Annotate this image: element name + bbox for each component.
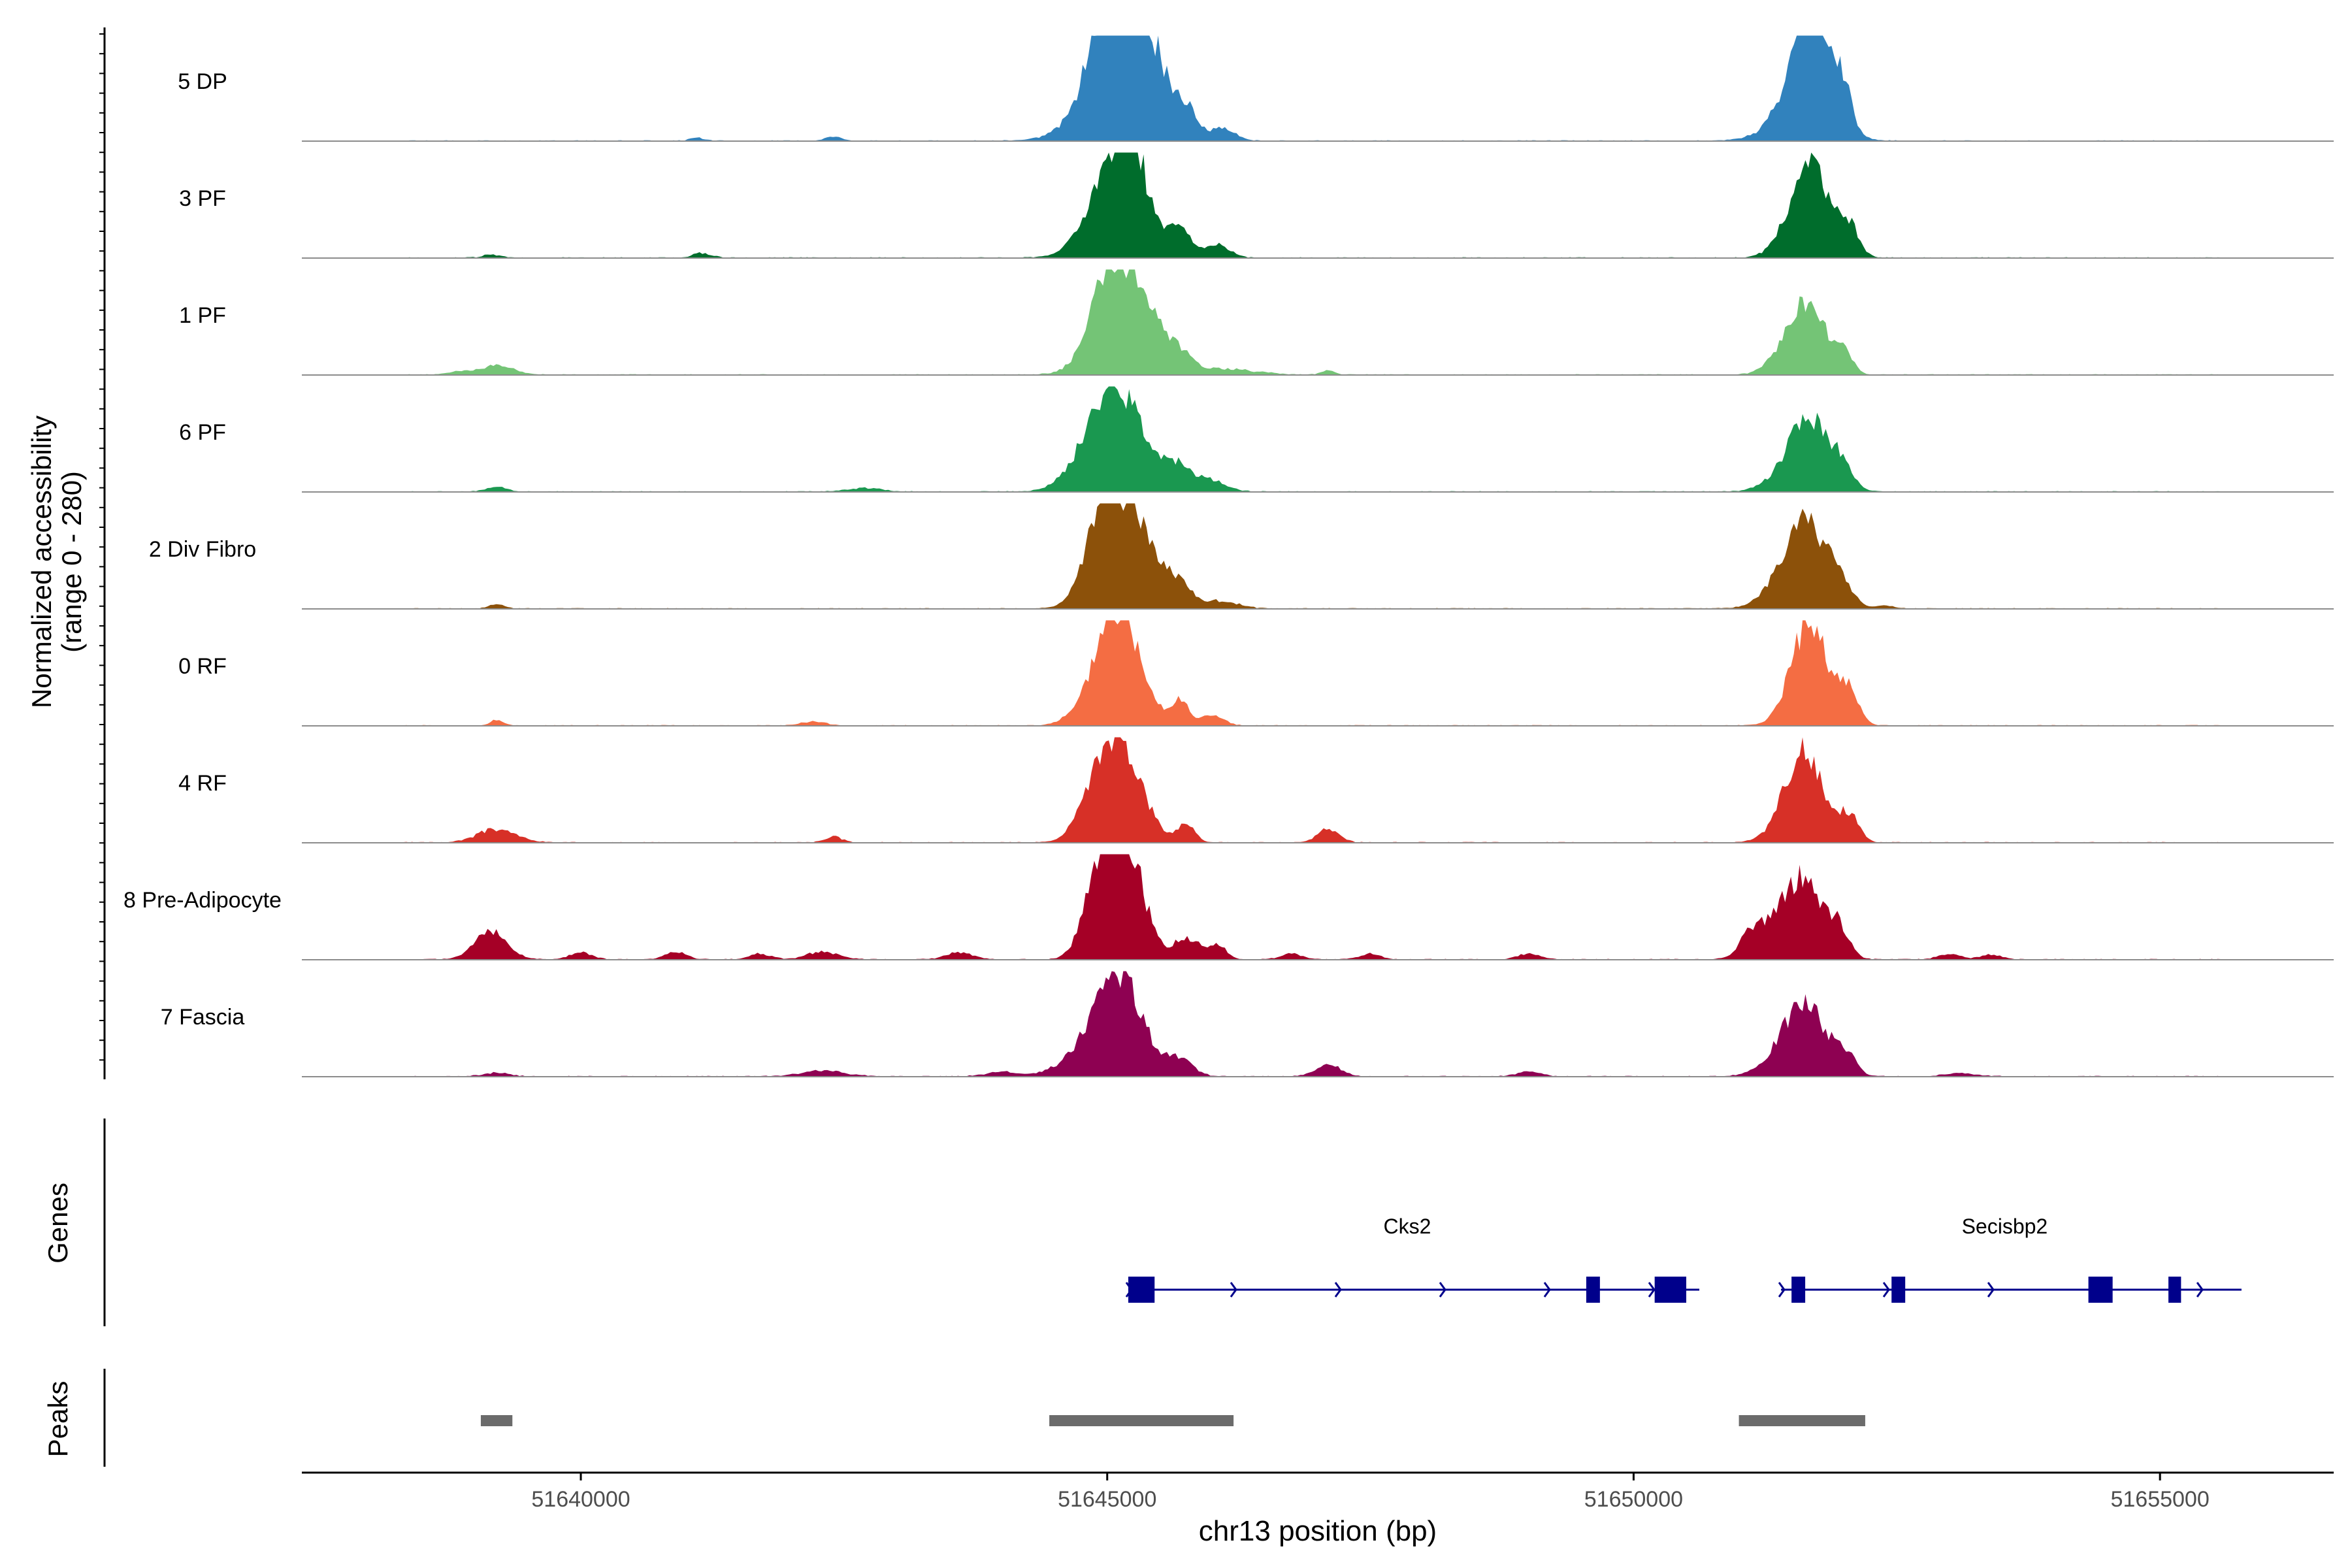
coverage-area	[302, 971, 2334, 1077]
coverage-area	[302, 503, 2334, 609]
y-axis-title-line1: Normalized accessibility	[26, 416, 57, 708]
strand-arrow	[1882, 1282, 1890, 1298]
exon	[2088, 1277, 2113, 1303]
track-label: 8 Pre-Adipocyte	[123, 888, 282, 913]
peak-region	[480, 1415, 513, 1426]
gene-label: Secisbp2	[1962, 1215, 2048, 1238]
track-3-pf: 3 PF	[179, 152, 2334, 259]
strand-arrow	[1334, 1282, 1342, 1298]
strand-arrow	[2196, 1282, 2204, 1298]
coverage-area	[302, 854, 2334, 960]
strand-arrow	[1230, 1282, 1237, 1298]
x-tick-label: 51650000	[1584, 1487, 1683, 1512]
exon	[1654, 1277, 1686, 1303]
coverage-area	[302, 269, 2334, 375]
track-2-div-fibro: 2 Div Fibro	[149, 503, 2334, 610]
peak-regions	[480, 1415, 1865, 1426]
peak-region	[1739, 1415, 1865, 1426]
exon	[1128, 1277, 1155, 1303]
track-label: 4 RF	[178, 771, 227, 796]
strand-arrow	[1778, 1282, 1786, 1298]
exon	[1791, 1277, 1806, 1303]
gene-label: Cks2	[1384, 1215, 1431, 1238]
strand-arrow	[1543, 1282, 1551, 1298]
accessibility-axis-ticks	[99, 33, 105, 1061]
strand-arrow	[1439, 1282, 1446, 1298]
coverage-area	[302, 152, 2334, 258]
coverage-area	[302, 620, 2334, 726]
x-tick-label: 51655000	[2110, 1487, 2209, 1512]
track-5-dp: 5 DP	[178, 35, 2334, 142]
gene-secisbp2: Secisbp2	[1778, 1215, 2242, 1303]
coverage-area	[302, 35, 2334, 141]
exon	[1586, 1277, 1600, 1303]
track-label: 7 Fascia	[161, 1005, 245, 1030]
x-tick-label: 51645000	[1058, 1487, 1156, 1512]
peaks-axis-title: Peaks	[42, 1381, 73, 1458]
track-6-pf: 6 PF	[179, 386, 2334, 493]
x-tick-label: 51640000	[531, 1487, 630, 1512]
track-label: 1 PF	[179, 303, 226, 328]
track-1-pf: 1 PF	[179, 269, 2334, 376]
gene-annotations: Cks2 Secisbp2	[1125, 1215, 2242, 1303]
strand-arrow	[1987, 1282, 1995, 1298]
track-7-fascia: 7 Fascia	[161, 971, 2334, 1077]
coverage-tracks: 5 DP 3 PF 1 PF 6 PF 2 Div Fibro 0 RF 4 RF 8 Pre…	[123, 35, 2334, 1077]
track-0-rf: 0 RF	[178, 620, 2334, 727]
strand-arrow	[1648, 1282, 1656, 1298]
peak-region	[1049, 1415, 1234, 1426]
coverage-area	[302, 386, 2334, 492]
coverage-area	[302, 737, 2334, 843]
track-label: 6 PF	[179, 420, 226, 445]
x-axis-ticks: 51640000 51645000 51650000 51655000	[531, 1473, 2210, 1512]
exon	[1891, 1277, 1906, 1303]
track-label: 2 Div Fibro	[149, 537, 256, 562]
track-label: 3 PF	[179, 186, 226, 211]
track-8-pre-adipocyte: 8 Pre-Adipocyte	[123, 854, 2334, 960]
exon	[2168, 1277, 2181, 1303]
track-label: 0 RF	[178, 654, 227, 679]
y-axis-title-line2: (range 0 - 280)	[56, 471, 87, 653]
track-label: 5 DP	[178, 69, 227, 94]
genes-axis-title: Genes	[42, 1183, 73, 1264]
x-axis-title: chr13 position (bp)	[1199, 1515, 1437, 1547]
track-4-rf: 4 RF	[178, 737, 2334, 843]
gene-cks2: Cks2	[1125, 1215, 1699, 1303]
